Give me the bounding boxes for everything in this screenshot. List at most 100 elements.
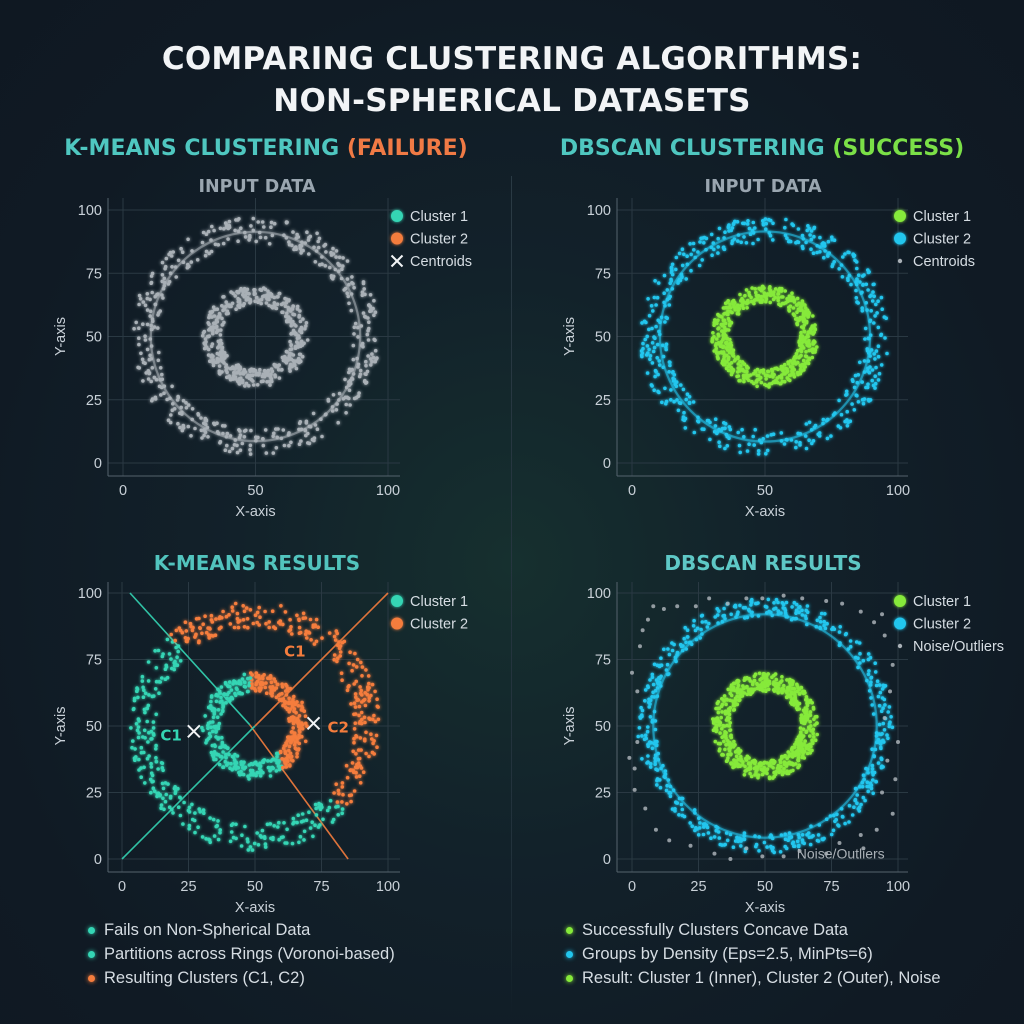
- data-point: [218, 338, 223, 343]
- y-tick-label: 0: [603, 456, 611, 472]
- data-point: [703, 822, 707, 826]
- data-point: [213, 242, 218, 247]
- data-point: [852, 408, 857, 412]
- data-point: [647, 347, 651, 352]
- data-point: [736, 430, 740, 435]
- data-point: [187, 826, 191, 831]
- data-point: [376, 717, 381, 722]
- data-point: [277, 291, 282, 296]
- ring-guide: [652, 613, 878, 839]
- data-point: [785, 438, 789, 442]
- data-point: [260, 828, 265, 833]
- data-point: [848, 639, 853, 643]
- data-point: [173, 789, 178, 794]
- data-point: [274, 364, 279, 369]
- data-point: [143, 691, 148, 696]
- data-point: [837, 630, 842, 634]
- data-point: [763, 373, 768, 378]
- data-point: [200, 334, 205, 338]
- data-point: [264, 451, 269, 455]
- data-point: [814, 624, 819, 629]
- data-point: [357, 704, 362, 709]
- data-point: [656, 372, 660, 377]
- data-point: [347, 793, 352, 798]
- data-point: [718, 741, 723, 746]
- data-point: [731, 222, 736, 227]
- data-point: [168, 271, 173, 276]
- data-point: [238, 619, 242, 623]
- data-point: [702, 241, 706, 245]
- data-point: [729, 372, 734, 377]
- data-point: [674, 659, 678, 664]
- kmeans-input-subtitle: INPUT DATA: [198, 177, 316, 197]
- data-point: [705, 625, 710, 629]
- noise-point: [760, 854, 765, 859]
- data-point: [352, 682, 357, 686]
- data-point: [772, 607, 776, 611]
- data-point: [865, 308, 869, 312]
- data-point: [781, 602, 786, 607]
- data-point: [228, 839, 233, 844]
- data-point: [157, 350, 161, 355]
- data-point: [773, 759, 777, 764]
- data-point: [271, 434, 276, 439]
- data-point: [711, 331, 715, 335]
- data-point: [778, 303, 783, 308]
- data-point: [664, 668, 669, 672]
- data-point: [287, 744, 292, 749]
- data-point: [650, 718, 655, 723]
- data-point: [160, 260, 165, 265]
- data-point: [178, 659, 183, 663]
- data-point: [143, 334, 147, 339]
- data-point: [216, 328, 220, 333]
- data-point: [243, 230, 247, 235]
- data-point: [366, 685, 370, 689]
- data-point: [658, 363, 662, 367]
- data-point: [704, 247, 708, 252]
- data-point: [274, 427, 278, 431]
- data-point: [239, 226, 243, 230]
- data-point: [161, 796, 165, 801]
- data-point: [861, 773, 866, 777]
- data-point: [757, 835, 761, 839]
- data-point: [741, 606, 746, 610]
- data-point: [655, 783, 659, 787]
- data-point: [266, 289, 270, 294]
- data-point: [765, 771, 769, 776]
- data-point: [314, 813, 319, 817]
- data-point: [837, 398, 841, 403]
- data-point: [358, 781, 363, 785]
- data-point: [373, 338, 377, 343]
- data-point: [168, 396, 172, 401]
- data-point: [209, 238, 213, 242]
- data-point: [866, 657, 871, 662]
- data-point: [660, 343, 665, 348]
- data-point: [170, 265, 174, 269]
- data-point: [162, 384, 167, 389]
- data-point: [867, 336, 871, 341]
- legend-dot-icon: [894, 232, 906, 245]
- data-point: [214, 724, 218, 729]
- data-point: [765, 434, 770, 438]
- data-point: [268, 373, 273, 378]
- data-point: [156, 791, 161, 795]
- data-point: [152, 375, 157, 380]
- data-point: [890, 725, 895, 730]
- data-point: [776, 612, 781, 616]
- data-point: [753, 298, 758, 302]
- title-line-2: NON-SPHERICAL DATASETS: [273, 83, 751, 119]
- data-point: [751, 371, 756, 376]
- data-point: [183, 620, 188, 624]
- data-point: [817, 823, 822, 827]
- data-point: [323, 264, 328, 268]
- data-point: [352, 789, 357, 793]
- data-point: [865, 678, 869, 683]
- data-point: [850, 402, 854, 406]
- data-point: [295, 340, 299, 344]
- data-point: [771, 293, 776, 297]
- data-point: [858, 651, 862, 656]
- bullet-dot-icon: [88, 974, 95, 982]
- data-point: [352, 332, 356, 336]
- data-point: [172, 667, 176, 672]
- data-point: [725, 336, 730, 341]
